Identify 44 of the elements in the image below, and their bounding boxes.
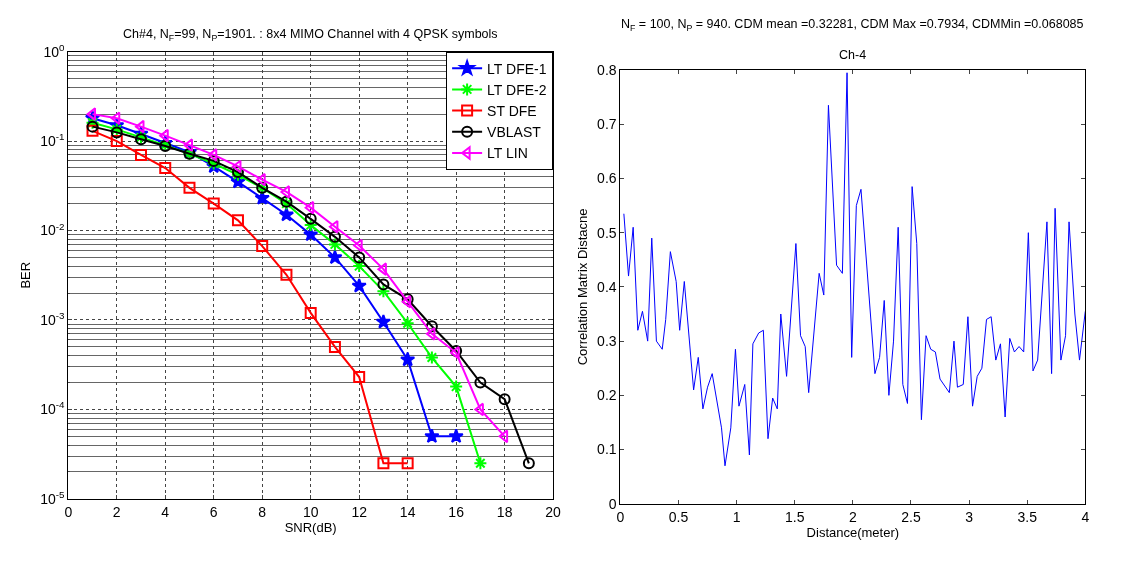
x-axis-title: Distance(meter) — [806, 525, 900, 541]
y-tick-label: 0.3 — [597, 333, 617, 350]
legend-label: VBLAST — [487, 124, 542, 141]
x-tick-label: 1.5 — [785, 508, 805, 525]
y-tick-label: 0.1 — [597, 441, 617, 458]
x-tick-label: 2.5 — [901, 508, 921, 525]
y-tick-label: 10$^{-3}$ — [40, 310, 66, 328]
x-tick-label: 8 — [258, 503, 267, 520]
y-tick-label: 0.7 — [597, 116, 617, 133]
x-tick-label: 4 — [161, 503, 170, 520]
y-axis-title: Correlation Matrix Distacne — [575, 208, 591, 366]
x-tick-label: 1 — [732, 508, 741, 525]
legend-label: LT DFE-2 — [487, 81, 547, 98]
x-tick-label: 20 — [545, 503, 562, 520]
x-tick-label: 2 — [112, 503, 121, 520]
x-tick-label: 4 — [1081, 508, 1090, 525]
x-tick-label: 0.5 — [668, 508, 689, 525]
y-tick-label: 10$^{-4}$ — [40, 399, 66, 418]
chart-subtitle: Ch-4 — [839, 48, 867, 62]
x-tick-label: 18 — [496, 503, 513, 520]
chart-title: Ch#4, N$_{F}$=99, N$_{P}$=1901. : 8x4 MIMO Channel with 4 QPSK symbols — [123, 27, 498, 43]
x-tick-label: 16 — [448, 503, 465, 520]
x-tick-label: 10 — [302, 503, 319, 520]
y-tick-label: 0.8 — [597, 61, 617, 78]
y-axis-title: BER — [18, 261, 34, 289]
y-tick-label: 0.6 — [597, 170, 617, 187]
y-tick-label: 0.2 — [597, 387, 617, 404]
chart-title: N$_{F}$ = 100, N$_{P}$ = 940. CDM mean =0.32281, CDM Max =0.7934, CDMMin =0.068085 — [621, 17, 1084, 33]
x-tick-label: 3.5 — [1017, 508, 1038, 525]
y-tick-label: 0.4 — [597, 278, 617, 295]
legend-label: LT LIN — [487, 145, 528, 162]
x-tick-label: 14 — [399, 503, 416, 520]
y-tick-label: 10$^{-2}$ — [40, 220, 65, 239]
legend-label: ST DFE — [487, 103, 537, 120]
y-tick-label: 0.5 — [597, 224, 617, 241]
x-tick-label: 2 — [848, 508, 857, 525]
x-axis-title: SNR(dB) — [284, 520, 337, 536]
legend-label: LT DFE-1 — [487, 60, 547, 77]
x-tick-label: 6 — [209, 503, 218, 520]
y-tick-label: 10$^{-1}$ — [40, 131, 65, 149]
y-tick-label: 10$^{-5}$ — [40, 488, 66, 507]
x-tick-label: 3 — [965, 508, 974, 525]
x-tick-label: 12 — [351, 503, 368, 520]
y-tick-label: 10$^{0}$ — [43, 41, 66, 60]
